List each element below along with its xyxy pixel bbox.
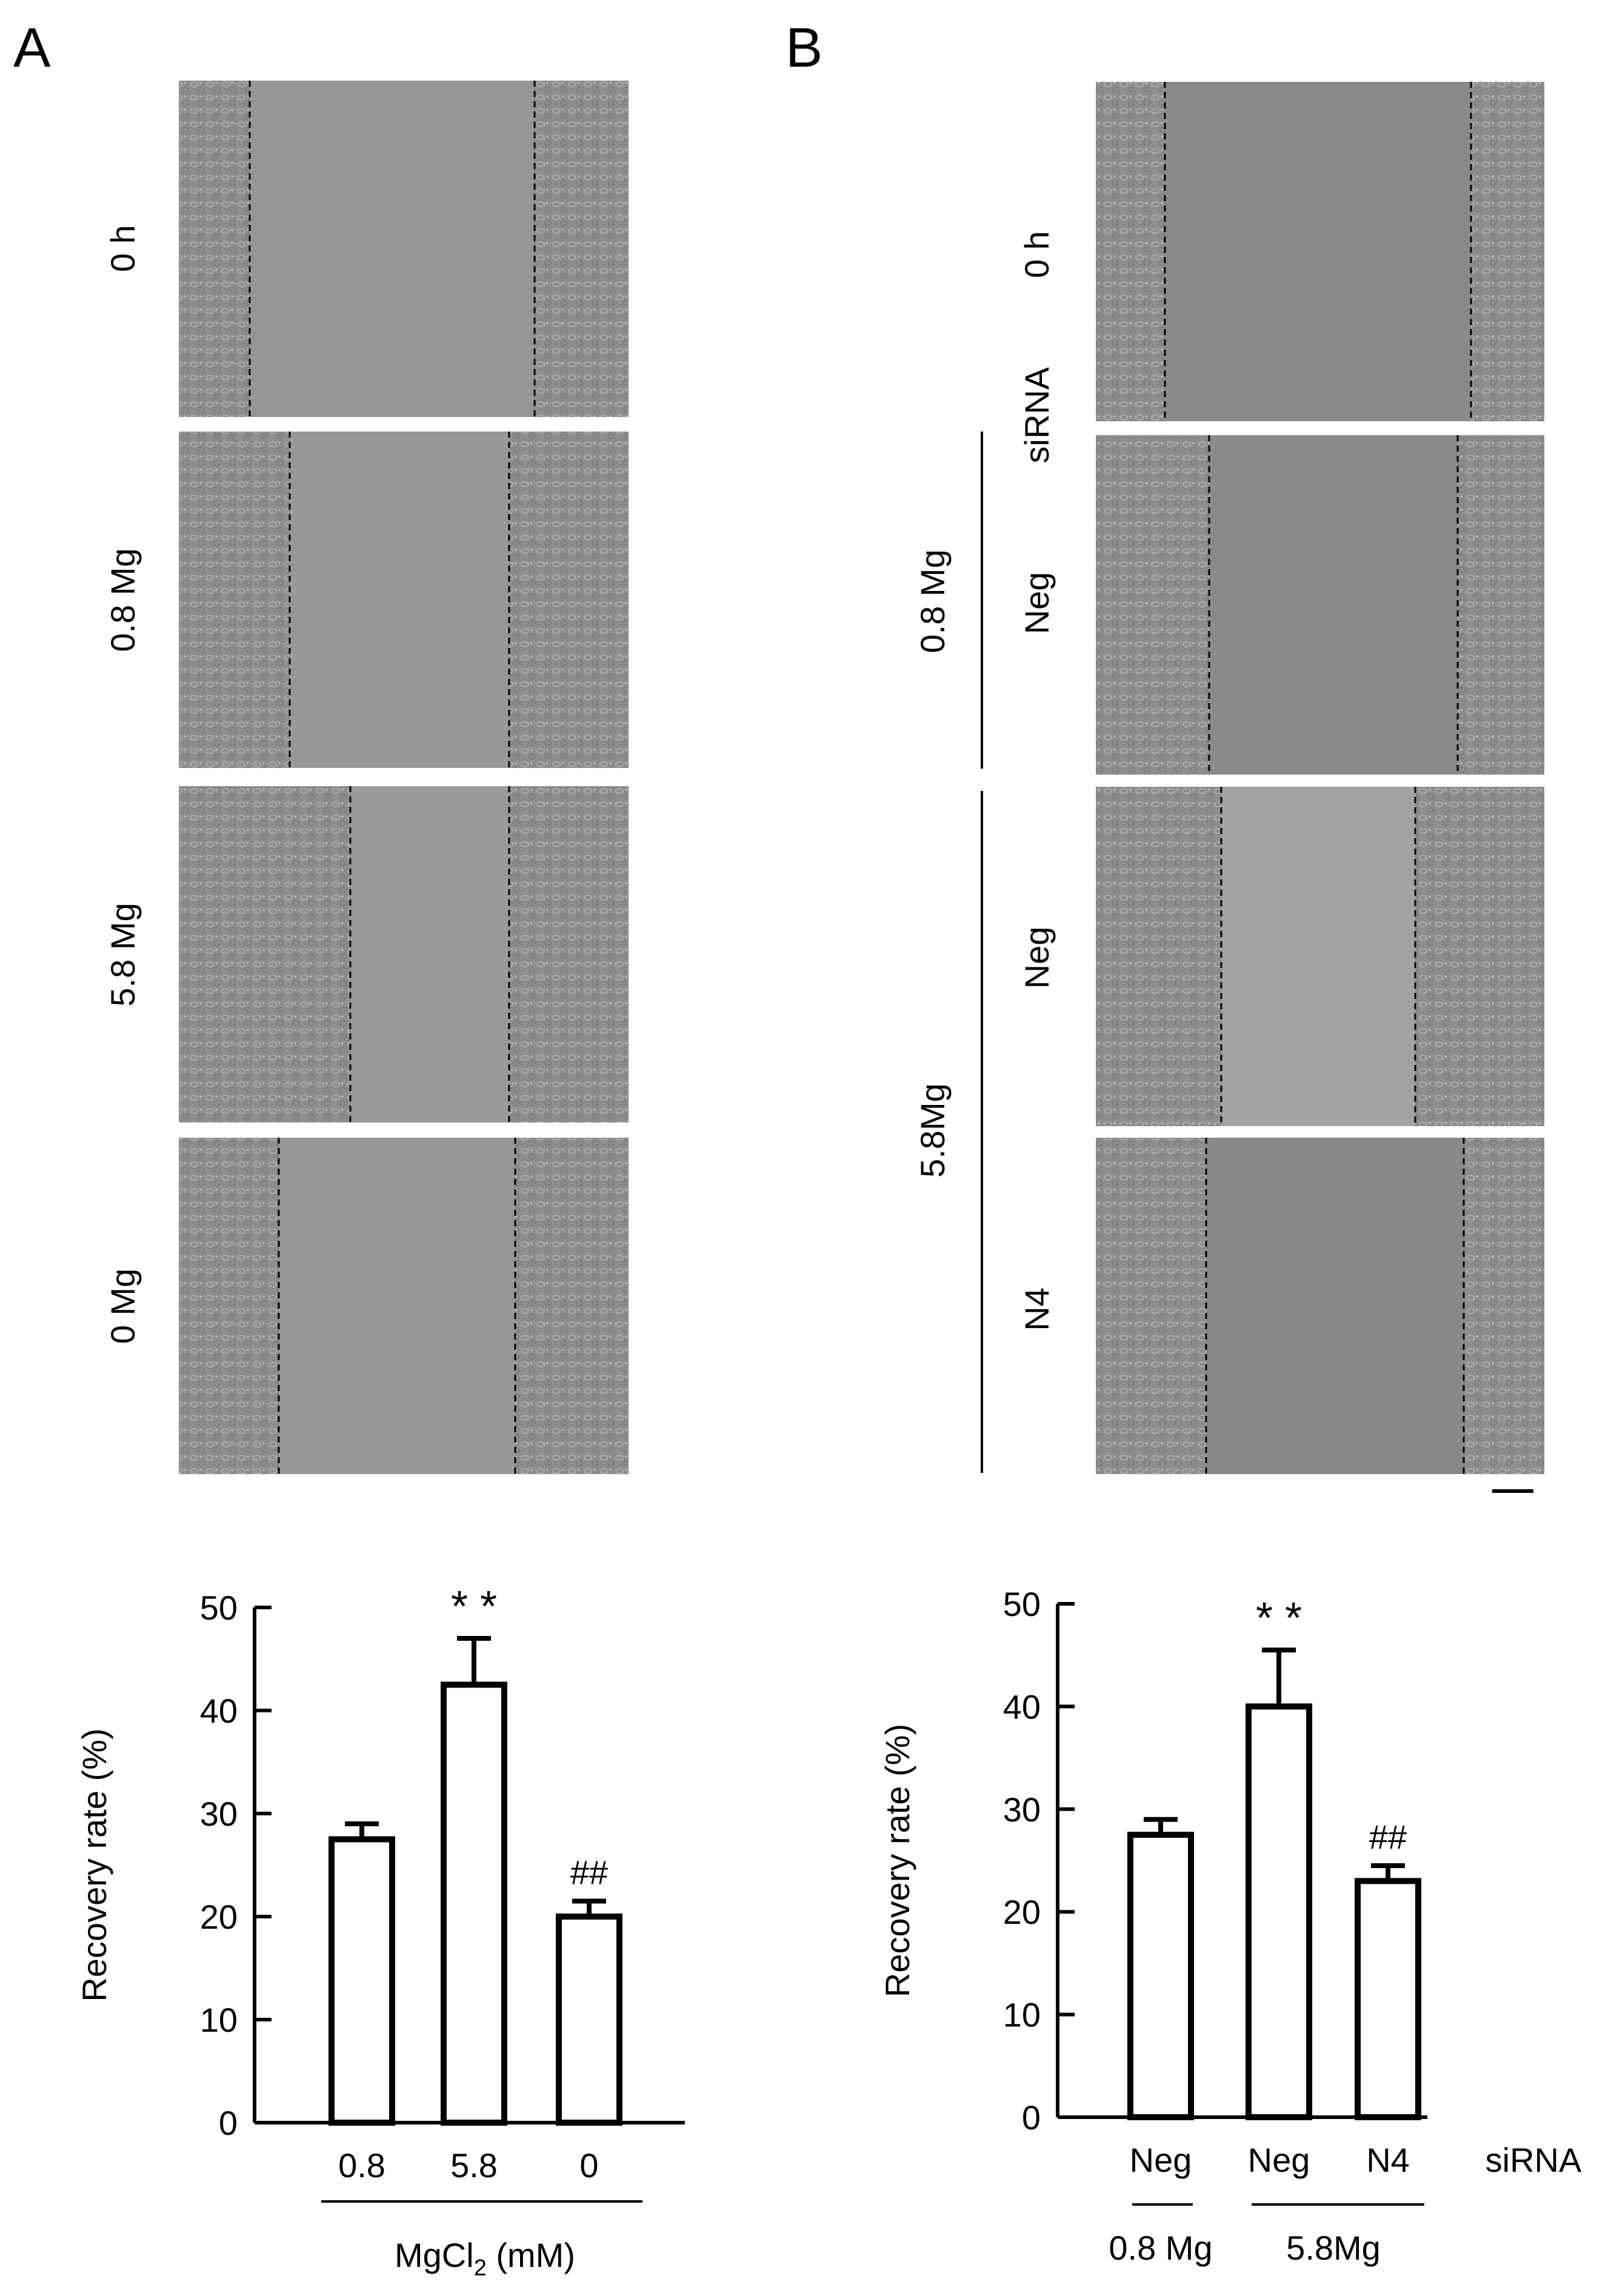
chart-a-y-tick-label: 0 [219,2104,238,2142]
chart-b-category-label: Neg [1130,2141,1192,2179]
chart-a-significance-label: * * [451,1583,497,1631]
micrograph-b-n4 [1096,1138,1544,1474]
label-a-0h: 0 h [104,225,142,272]
chart-b-y-tick-label: 0 [1022,2098,1041,2137]
label-b-group-5.8mg: 5.8Mg [913,1083,952,1178]
label-b-n4: N4 [1018,1287,1056,1331]
label-a-0mg: 0 Mg [104,1269,142,1344]
chart-a-y-tick-label: 30 [200,1795,238,1833]
micrograph-a-5.8mg [179,786,629,1123]
chart-a-significance-label: ## [570,1854,608,1892]
chart-a-y-tick-label: 20 [200,1898,238,1936]
label-a-5.8mg: 5.8 Mg [104,903,142,1006]
chart-b-y-tick-label: 20 [1003,1893,1041,1931]
chart-b-y-tick-label: 40 [1003,1687,1041,1726]
label-a-0.8mg: 0.8 Mg [104,548,142,652]
panel-b-micrographs [1096,82,1544,1474]
chart-b-y-tick-label: 50 [1003,1585,1041,1623]
chart-b-significance-label: ## [1369,1818,1407,1856]
chart-b-category-label: Neg [1248,2141,1310,2179]
chart-b-bar [1246,1703,1312,2120]
label-b-0h: 0 h [1018,231,1056,278]
chart-b-y-label: Recovery rate (%) [878,1724,916,1997]
chart-b-bar [1355,1878,1421,2120]
micrograph-b-neg-5.8 [1096,787,1544,1126]
chart-b-bar [1127,1832,1194,2120]
chart-a-category-label: 0 [579,2146,598,2184]
chart-a-x-label: MgCl2 (mM) [395,2236,575,2281]
chart-a-y-tick-label: 10 [200,2001,238,2039]
chart-a-bar [556,1914,622,2126]
chart-a-y-tick-label: 50 [200,1589,238,1627]
chart-a-bar [441,1681,507,2126]
label-b-neg-2: Neg [1018,927,1056,989]
chart-a-category-label: 5.8 [450,2146,498,2184]
chart-a: 0 10 20 30 40 50 Recovery rate (%) 0.8 * * 5.8 ## 0… [75,1583,685,2281]
micrograph-b-neg-0.8 [1096,435,1544,775]
chart-b-group-label: 5.8Mg [1286,2229,1381,2267]
micrograph-b-0h [1096,82,1544,421]
micrograph-a-0mg [179,1138,629,1474]
panel-a-micrographs [179,81,629,1474]
panel-a-letter: A [13,17,51,79]
chart-b-category-label: N4 [1366,2141,1410,2179]
chart-a-y-label: Recovery rate (%) [75,1728,113,2001]
chart-b-y-tick-label: 30 [1003,1790,1041,1829]
chart-b-significance-label: * * [1256,1594,1302,1643]
panel-b-letter: B [785,17,822,79]
label-b-sirna: siRNA [1018,367,1056,463]
chart-a-y-tick-label: 40 [200,1692,238,1730]
label-b-neg-1: Neg [1018,572,1056,635]
chart-a-category-label: 0.8 [338,2146,385,2184]
chart-b-y-tick-label: 10 [1003,1996,1041,2034]
chart-b-sirna-label: siRNA [1486,2141,1582,2179]
chart-b: 0 10 20 30 40 50 Recovery rate (%) Neg * * Neg ## N… [878,1585,1582,2267]
micrograph-a-0h [179,81,629,417]
chart-a-bar [329,1836,395,2126]
chart-b-group-label: 0.8 Mg [1109,2229,1212,2267]
label-b-group-0.8mg: 0.8 Mg [913,549,952,653]
micrograph-a-0.8mg [179,432,629,768]
